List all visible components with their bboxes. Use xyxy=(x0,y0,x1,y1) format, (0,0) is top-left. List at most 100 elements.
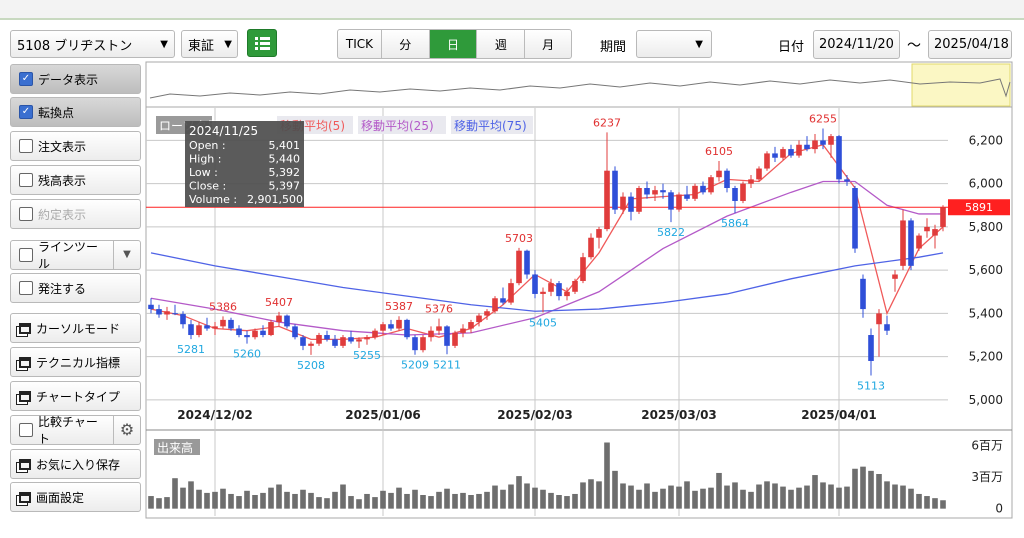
volume-bar xyxy=(196,489,202,509)
candle-body xyxy=(716,170,722,178)
sidebar-button[interactable]: 画面設定 xyxy=(10,482,141,512)
volume-bar xyxy=(556,495,562,509)
date-to[interactable]: 2025/04/18 xyxy=(928,30,1012,59)
candle-body xyxy=(332,339,338,346)
candle-body xyxy=(252,330,258,338)
volume-bar xyxy=(876,474,882,509)
volume-bar xyxy=(260,492,266,509)
checkbox xyxy=(19,207,33,221)
candle-body xyxy=(676,194,682,210)
top-strip xyxy=(0,0,1024,20)
candle-body xyxy=(428,330,434,338)
candle-body xyxy=(868,335,874,361)
candle-body xyxy=(804,144,810,150)
sidebar-label: 比較チャート xyxy=(38,415,98,446)
volume-bar xyxy=(596,481,602,509)
sidebar-button[interactable]: 注文表示 xyxy=(10,131,141,161)
y-tick-label: 5,600 xyxy=(969,263,1003,277)
candle-body xyxy=(652,190,658,195)
candle-body xyxy=(524,250,530,275)
candle-body xyxy=(900,220,906,266)
stock-name: 5108 ブリヂストン xyxy=(17,38,133,54)
trough-label: 5113 xyxy=(857,379,885,392)
sidebar-button[interactable]: カーソルモード xyxy=(10,313,141,343)
volume-bar xyxy=(716,472,722,509)
period-select[interactable]: ▼ xyxy=(636,30,712,58)
interval-button[interactable]: 月 xyxy=(542,37,555,52)
candle-body xyxy=(588,237,594,258)
volume-bar xyxy=(852,468,858,509)
stock-select[interactable]: 5108 ブリヂストン ▼ xyxy=(10,30,175,58)
candle-body xyxy=(324,335,330,340)
candle-body xyxy=(844,179,850,182)
volume-bar xyxy=(380,490,386,509)
candle-body xyxy=(940,207,946,227)
volume-bar xyxy=(236,496,242,509)
volume-bar xyxy=(772,483,778,509)
trough-label: 5260 xyxy=(233,348,261,361)
candle-body xyxy=(228,319,234,329)
sidebar-button[interactable]: チャートタイプ xyxy=(10,381,141,411)
sidebar-button[interactable]: ラインツール ▼ xyxy=(10,240,141,271)
sidebar-button[interactable]: ✓ 転換点 xyxy=(10,97,141,127)
y-tick-label: 6,200 xyxy=(969,133,1003,147)
peak-label: 5376 xyxy=(425,303,453,316)
sidebar-button[interactable]: ✓ データ表示 xyxy=(10,64,141,94)
candle-body xyxy=(540,291,546,294)
trough-label: 5211 xyxy=(433,358,461,371)
volume-bar xyxy=(212,491,218,509)
volume-bar xyxy=(300,489,306,509)
market-select[interactable]: 東証 ▼ xyxy=(181,30,238,58)
interval-button[interactable]: TICK xyxy=(338,30,382,58)
y-tick-label: 5,200 xyxy=(969,350,1003,364)
volume-bar xyxy=(676,486,682,509)
sidebar-label: 約定表示 xyxy=(38,207,87,222)
volume-bar xyxy=(732,482,738,509)
sidebar-button[interactable]: 残高表示 xyxy=(10,165,141,195)
volume-bar xyxy=(148,496,154,509)
volume-bar xyxy=(164,497,170,509)
candle-body xyxy=(164,311,170,315)
sidebar-button[interactable]: 発注する xyxy=(10,273,141,303)
interval-button[interactable]: 週 xyxy=(477,30,526,58)
candle-body xyxy=(196,325,202,336)
volume-bar xyxy=(516,476,522,509)
candle-body xyxy=(556,283,562,297)
x-tick-label: 2025/01/06 xyxy=(345,408,421,422)
tooltip-value: 2,901,500 xyxy=(247,193,303,206)
volume-bar xyxy=(780,486,786,509)
interval-button[interactable]: 分 xyxy=(382,30,430,58)
volume-bar xyxy=(276,484,282,509)
last-price-box xyxy=(948,199,1010,216)
candle-body xyxy=(436,326,442,331)
candle-body xyxy=(636,188,642,212)
checkbox: ✓ xyxy=(19,72,33,86)
volume-bar xyxy=(884,481,890,509)
trough-label: 5864 xyxy=(721,217,749,230)
candle-body xyxy=(268,322,274,336)
volume-bar xyxy=(564,496,570,509)
interval-button[interactable]: 日 xyxy=(429,30,478,58)
tooltip-key: High : xyxy=(189,153,221,166)
candle-body xyxy=(756,168,762,180)
date-from[interactable]: 2024/11/20 xyxy=(813,30,900,59)
sidebar-button[interactable]: 比較チャート ⚙ xyxy=(10,415,141,446)
candle-body xyxy=(596,229,602,238)
sidebar-button[interactable]: お気に入り保存 xyxy=(10,449,141,479)
volume-bar xyxy=(636,489,642,509)
sidebar-label: 発注する xyxy=(38,281,87,296)
volume-bar xyxy=(412,489,418,509)
sidebar-label: 残高表示 xyxy=(38,173,87,188)
list-button[interactable] xyxy=(247,29,277,57)
overview-window xyxy=(911,63,1011,107)
sidebar-label: カーソルモード xyxy=(36,321,121,336)
volume-bar xyxy=(436,491,442,509)
volume-bar xyxy=(804,485,810,509)
sidebar-label: チャートタイプ xyxy=(36,389,120,404)
candle-body xyxy=(548,283,554,292)
volume-bar xyxy=(220,488,226,509)
candle-body xyxy=(876,313,882,325)
candle-body xyxy=(508,283,514,303)
candle-body xyxy=(828,136,834,145)
sidebar-button[interactable]: テクニカル指標 xyxy=(10,347,141,377)
